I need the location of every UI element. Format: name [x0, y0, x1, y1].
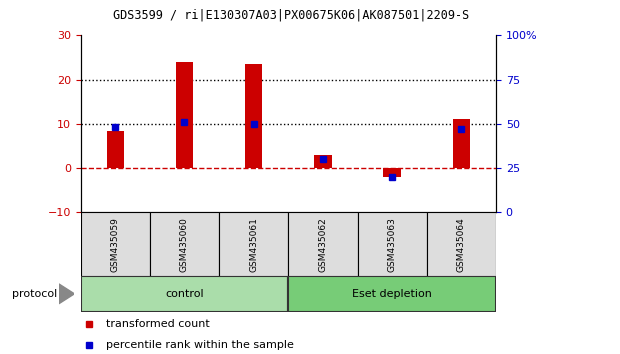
Text: protocol: protocol [12, 289, 58, 299]
Text: GSM435060: GSM435060 [180, 217, 189, 272]
Text: GSM435061: GSM435061 [249, 217, 258, 272]
Text: GSM435063: GSM435063 [388, 217, 397, 272]
Bar [358, 212, 427, 276]
Bar [176, 62, 193, 168]
Bar [288, 212, 358, 276]
Bar [288, 276, 496, 312]
Text: GSM435062: GSM435062 [319, 217, 327, 272]
Bar [245, 64, 262, 168]
Bar [384, 168, 401, 177]
Bar [81, 212, 150, 276]
Bar [107, 131, 124, 168]
Text: control: control [165, 289, 204, 299]
Text: percentile rank within the sample: percentile rank within the sample [105, 339, 293, 350]
Bar [219, 212, 288, 276]
Bar [453, 120, 470, 168]
Text: GSM435064: GSM435064 [457, 217, 466, 272]
Bar [314, 155, 332, 168]
Text: Eset depletion: Eset depletion [352, 289, 432, 299]
Bar [81, 276, 288, 312]
Polygon shape [59, 284, 74, 304]
Text: transformed count: transformed count [105, 319, 210, 330]
Bar [427, 212, 496, 276]
Text: GSM435059: GSM435059 [111, 217, 120, 272]
Bar [150, 212, 219, 276]
Text: GDS3599 / ri|E130307A03|PX00675K06|AK087501|2209-S: GDS3599 / ri|E130307A03|PX00675K06|AK087… [113, 9, 469, 22]
